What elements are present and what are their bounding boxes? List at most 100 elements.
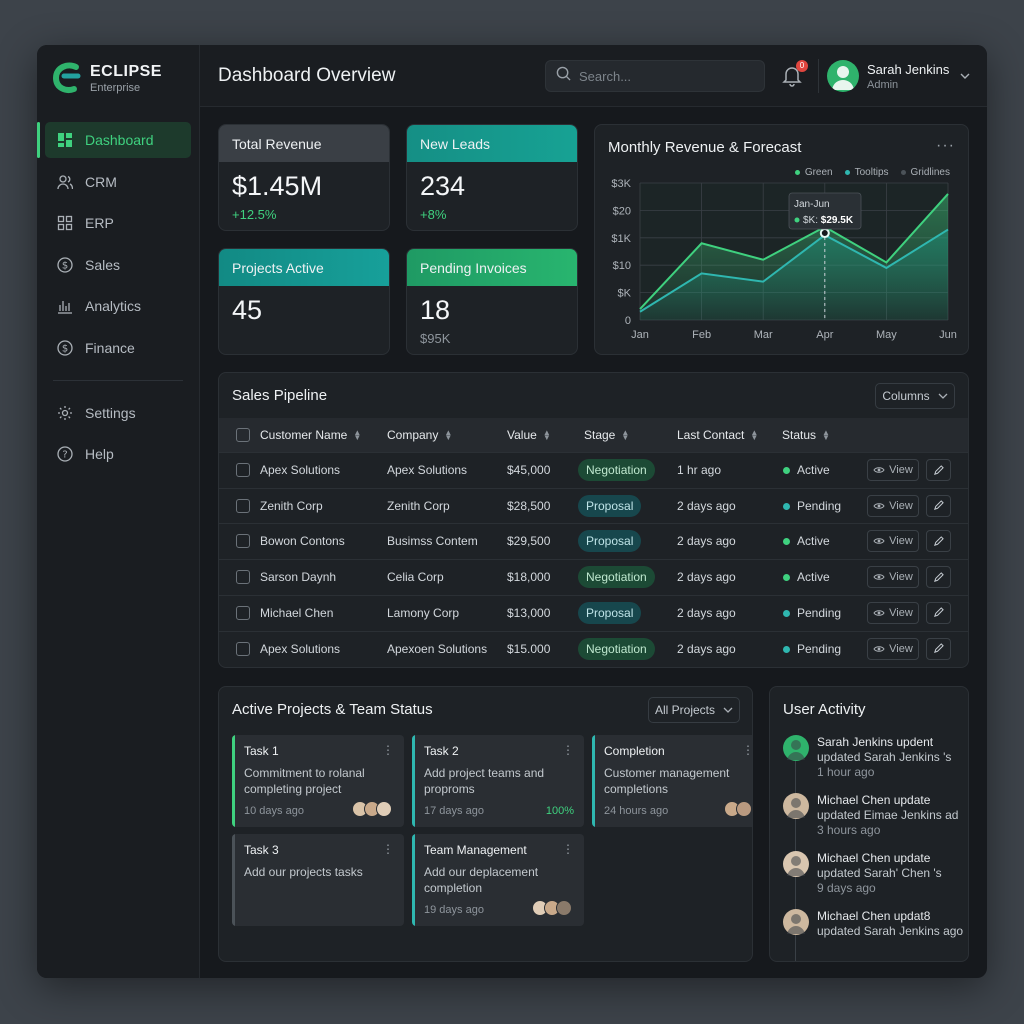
y-tick-label: $3K bbox=[611, 178, 631, 190]
project-card[interactable]: Task 2 ⋮ Add project teams and proproms … bbox=[412, 735, 584, 827]
table-row[interactable]: Apex Solutions Apexoen Solutions $15.000… bbox=[219, 630, 968, 667]
sidebar-item-crm[interactable]: CRM bbox=[45, 164, 191, 200]
kebab-menu-icon[interactable]: ⋮ bbox=[382, 743, 394, 757]
legend-item: Tooltips bbox=[844, 167, 889, 178]
table-row[interactable]: Zenith Corp Zenith Corp $28,500 Proposal… bbox=[219, 487, 968, 524]
y-tick-label: $1K bbox=[611, 233, 631, 245]
stage-badge: Proposal bbox=[578, 601, 642, 624]
project-card[interactable]: Completion ⋮ Customer management complet… bbox=[592, 735, 753, 827]
column-header-company[interactable]: Company ▲ ▼ bbox=[387, 428, 453, 442]
view-button[interactable]: View bbox=[867, 494, 919, 517]
cell-last-contact: 2 days ago bbox=[677, 570, 736, 585]
cell-customer: Apex Solutions bbox=[260, 463, 341, 477]
kpi-card-pending-invoices[interactable]: Pending Invoices 18 $95K bbox=[406, 248, 578, 355]
bell-icon[interactable] bbox=[782, 65, 802, 87]
cell-company: Celia Corp bbox=[387, 570, 444, 585]
kebab-menu-icon[interactable]: ⋮ bbox=[382, 842, 394, 856]
kpi-title: Projects Active bbox=[219, 249, 389, 286]
kebab-menu-icon[interactable]: ⋮ bbox=[742, 743, 753, 757]
sidebar-item-label: CRM bbox=[85, 173, 117, 190]
row-checkbox[interactable] bbox=[236, 463, 250, 477]
view-button[interactable]: View bbox=[867, 530, 919, 553]
sidebar-item-help[interactable]: ? Help bbox=[45, 436, 191, 472]
edit-button[interactable] bbox=[926, 459, 951, 481]
column-header-last-contact[interactable]: Last Contact ▲ ▼ bbox=[677, 428, 759, 442]
eye-icon bbox=[873, 574, 885, 580]
row-checkbox[interactable] bbox=[236, 534, 250, 549]
project-card[interactable]: Task 1 ⋮ Commitment to rolanal completin… bbox=[232, 735, 404, 827]
pencil-icon bbox=[934, 500, 944, 511]
cell-last-contact: 2 days ago bbox=[677, 605, 736, 620]
section-title: Active Projects & Team Status bbox=[232, 701, 433, 718]
edit-button[interactable] bbox=[926, 637, 951, 660]
notification-badge: 0 bbox=[796, 60, 808, 72]
button-label: View bbox=[889, 642, 913, 655]
project-progress: 100% bbox=[545, 805, 574, 817]
revenue-chart-card: Monthly Revenue & Forecast ··· Green Too… bbox=[594, 124, 969, 355]
search-box[interactable] bbox=[545, 60, 765, 92]
project-card[interactable]: Team Management ⋮ Add our deplacement co… bbox=[412, 834, 584, 926]
project-card[interactable]: Task 3 ⋮ Add our projects tasks bbox=[232, 834, 404, 926]
activity-line: updated Sarah' Chen 's bbox=[817, 866, 942, 880]
view-button[interactable]: View bbox=[867, 601, 919, 624]
project-title: Team Management bbox=[424, 843, 527, 857]
edit-button[interactable] bbox=[926, 601, 951, 624]
row-checkbox[interactable] bbox=[236, 641, 250, 656]
button-label: View bbox=[889, 535, 913, 548]
stage-badge: Negotiation bbox=[578, 459, 655, 481]
more-options-icon[interactable]: ··· bbox=[936, 137, 955, 154]
kpi-card-total-revenue[interactable]: Total Revenue $1.45M +12.5% bbox=[218, 124, 390, 231]
sidebar-item-finance[interactable]: $ Finance bbox=[45, 330, 191, 366]
edit-button[interactable] bbox=[926, 494, 951, 517]
table-row[interactable]: Apex Solutions Apex Solutions $45,000 Ne… bbox=[219, 452, 968, 488]
logo: ECLIPSE Enterprise bbox=[52, 61, 162, 95]
row-checkbox[interactable] bbox=[236, 570, 250, 585]
row-checkbox[interactable] bbox=[236, 498, 250, 513]
cell-company: Lamony Corp bbox=[387, 605, 460, 620]
button-label: Columns bbox=[882, 389, 930, 403]
edit-button[interactable] bbox=[926, 530, 951, 553]
activity-time: 1 hour ago bbox=[817, 765, 875, 779]
bar-chart-icon bbox=[57, 298, 73, 314]
edit-button[interactable] bbox=[926, 566, 951, 589]
activity-line: Michael Chen updat8 bbox=[817, 909, 931, 923]
column-header-value[interactable]: Value ▲ ▼ bbox=[507, 428, 551, 442]
view-button[interactable]: View bbox=[867, 459, 919, 481]
column-header-stage[interactable]: Stage ▲ ▼ bbox=[584, 428, 630, 442]
user-name[interactable]: Sarah Jenkins bbox=[867, 62, 950, 77]
projects-filter-dropdown[interactable]: All Projects bbox=[648, 697, 740, 723]
sidebar-item-erp[interactable]: ERP bbox=[45, 205, 191, 241]
column-header-customer[interactable]: Customer Name ▲ ▼ bbox=[260, 428, 362, 442]
series-line-green bbox=[639, 193, 949, 310]
avatar bbox=[376, 801, 392, 817]
status-text: Active bbox=[797, 463, 830, 477]
x-tick-label: Jun bbox=[939, 329, 957, 341]
stage-badge: Negotiation bbox=[578, 566, 655, 589]
select-all-checkbox[interactable] bbox=[236, 428, 250, 442]
chevron-down-icon bbox=[938, 393, 948, 399]
chevron-down-icon[interactable] bbox=[960, 72, 970, 80]
eye-icon bbox=[873, 645, 885, 652]
sidebar-item-settings[interactable]: Settings bbox=[45, 395, 191, 431]
sidebar-item-sales[interactable]: $ Sales bbox=[45, 247, 191, 283]
table-row[interactable]: Michael Chen Lamony Corp $13,000 Proposa… bbox=[219, 594, 968, 631]
view-button[interactable]: View bbox=[867, 566, 919, 589]
kpi-card-new-leads[interactable]: New Leads 234 +8% bbox=[406, 124, 578, 231]
column-header-status[interactable]: Status ▲ ▼ bbox=[782, 428, 830, 442]
sales-pipeline-card: Sales Pipeline Columns Customer Name ▲ ▼ C… bbox=[218, 372, 969, 668]
row-checkbox[interactable] bbox=[236, 605, 250, 620]
columns-button[interactable]: Columns bbox=[875, 383, 955, 409]
view-button[interactable]: View bbox=[867, 637, 919, 660]
table-row[interactable]: Bowon Contons Busimss Contem $29,500 Pro… bbox=[219, 523, 968, 559]
project-title: Task 2 bbox=[424, 744, 459, 758]
kebab-menu-icon[interactable]: ⋮ bbox=[562, 743, 574, 757]
search-input[interactable] bbox=[579, 68, 749, 84]
kpi-card-projects-active[interactable]: Projects Active 45 bbox=[218, 248, 390, 355]
activity-line: updated Sarah Jenkins 's bbox=[817, 750, 952, 764]
sidebar-item-dashboard[interactable]: Dashboard bbox=[37, 122, 191, 158]
table-row[interactable]: Sarson Daynh Celia Corp $18,000 Negotiat… bbox=[219, 559, 968, 595]
avatar[interactable] bbox=[827, 60, 859, 92]
sidebar-item-analytics[interactable]: Analytics bbox=[45, 288, 191, 324]
kebab-menu-icon[interactable]: ⋮ bbox=[562, 842, 574, 856]
project-description: Add our deplacement completion bbox=[424, 865, 539, 895]
